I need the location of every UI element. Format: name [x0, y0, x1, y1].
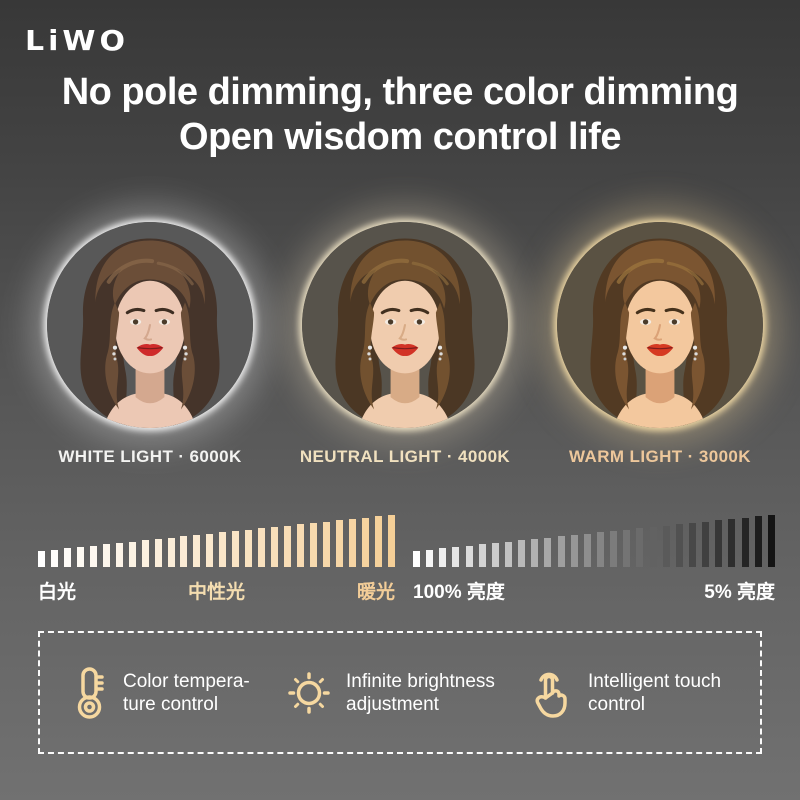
ramp-bar: [322, 522, 330, 567]
ramp-bar: [167, 538, 175, 567]
ramp-bar: [193, 535, 201, 567]
feature-touch-control: Intelligent touch control: [529, 667, 721, 719]
ramp-bar: [426, 550, 434, 567]
portrait-disc: [47, 222, 253, 428]
portrait-photo: [557, 222, 763, 428]
ramp-bar: [310, 523, 318, 567]
ramp-bar: [649, 527, 657, 567]
ramp-bar: [491, 543, 499, 567]
portrait-neutral-light: [302, 222, 508, 428]
portrait-disc: [557, 222, 763, 428]
ramp-bar: [154, 539, 162, 567]
page-title: No pole dimming, three color dimming Ope…: [0, 70, 800, 160]
ramp-bar: [38, 551, 45, 567]
ramp-bar: [715, 520, 723, 567]
feature-text: Intelligent touch control: [588, 670, 721, 716]
ramp-bar: [557, 536, 565, 567]
ramp-bar: [387, 515, 395, 567]
ramp-bar: [452, 547, 460, 567]
feature-line-2: adjustment: [346, 693, 439, 715]
brightness-ramp: [413, 515, 775, 567]
ramp-bar: [570, 535, 578, 567]
feature-line-1: Intelligent touch: [588, 670, 722, 692]
ramp-bar: [89, 546, 97, 567]
warm-light-label: WARM LIGHT · 3000K: [569, 447, 751, 466]
ramp-bar: [63, 548, 71, 567]
touch-icon: [529, 667, 573, 719]
ramp-bar: [688, 523, 696, 567]
feature-line-1: Infinite brightness: [346, 670, 495, 692]
sun-icon: [287, 671, 331, 715]
ramp-bar: [636, 528, 644, 567]
ramp-bar: [413, 551, 420, 567]
ramp-bar: [596, 532, 604, 567]
features-box: Color tempera- ture control Infinite bri…: [38, 631, 762, 754]
portrait-warm-light: [557, 222, 763, 428]
neutral-light-label: NEUTRAL LIGHT · 4000K: [299, 447, 511, 466]
ramp-bar: [206, 534, 214, 567]
ramp-bar: [439, 548, 447, 567]
color-temperature-ramp-labels: 白光 中性光 暖光: [38, 577, 395, 604]
ramp-bar: [271, 527, 279, 567]
ramp-bar: [675, 524, 683, 567]
ramp-bar: [180, 536, 188, 567]
portrait-white-light: [47, 222, 253, 428]
ramp-bar: [465, 546, 473, 567]
portrait-photo: [302, 222, 508, 428]
ramp-bar: [504, 542, 512, 567]
brightness-label-5: 5% 亮度: [704, 582, 775, 603]
thermometer-icon: [72, 666, 108, 720]
ramp-bar: [335, 520, 343, 567]
feature-text: Color tempera- ture control: [123, 670, 250, 716]
feature-line-2: control: [588, 693, 646, 715]
feature-text: Infinite brightness adjustment: [346, 670, 495, 716]
portrait-disc: [302, 222, 508, 428]
ramp-bar: [728, 519, 736, 567]
ramp-bar: [702, 522, 710, 567]
ramp-bar: [623, 530, 631, 567]
ramp-bar: [348, 519, 356, 567]
feature-line-1: Color tempera-: [123, 670, 250, 692]
portrait-photo: [47, 222, 253, 428]
feature-brightness: Infinite brightness adjustment: [287, 670, 529, 716]
feature-line-2: ture control: [123, 693, 219, 715]
white-light-label: WHITE LIGHT · 6000K: [58, 447, 242, 466]
ramp-bar: [76, 547, 84, 567]
brand-logo: LiWO: [25, 25, 129, 58]
heading-line-2: Open wisdom control life: [179, 116, 621, 158]
ramp-bar: [374, 516, 382, 567]
temp-label-neutral: 中性光: [187, 582, 245, 603]
ramp-bar: [115, 543, 123, 567]
ramp-bar: [102, 544, 110, 567]
ramp-bar: [258, 528, 266, 567]
ramp-bar: [297, 524, 305, 567]
heading-line-1: No pole dimming, three color dimming: [61, 71, 739, 113]
brightness-label-100: 100% 亮度: [413, 582, 505, 603]
ramp-bar: [361, 518, 369, 567]
brightness-ramp-labels: 100% 亮度 5% 亮度: [413, 577, 775, 604]
ramp-bar: [128, 542, 136, 567]
ramp-bar: [245, 530, 253, 567]
feature-color-temperature: Color tempera- ture control: [72, 666, 287, 720]
ramp-bar: [583, 534, 591, 567]
temp-label-warm: 暖光: [356, 582, 395, 603]
ramp-bar: [141, 540, 149, 567]
ramp-bar: [741, 518, 749, 567]
ramp-bar: [518, 540, 526, 567]
ramp-bar: [219, 532, 227, 567]
color-temperature-ramp: [38, 515, 395, 567]
ramp-bar: [754, 516, 762, 567]
temp-label-white: 白光: [38, 582, 77, 603]
ramp-bar: [284, 526, 292, 567]
ramp-bar: [531, 539, 539, 567]
ramp-bar: [662, 526, 670, 567]
ramp-bar: [50, 550, 58, 567]
ramp-bar: [478, 544, 486, 567]
ramp-bar: [544, 538, 552, 567]
ramp-bar: [767, 515, 775, 567]
ramp-bar: [232, 531, 240, 567]
ramp-bar: [610, 531, 618, 567]
